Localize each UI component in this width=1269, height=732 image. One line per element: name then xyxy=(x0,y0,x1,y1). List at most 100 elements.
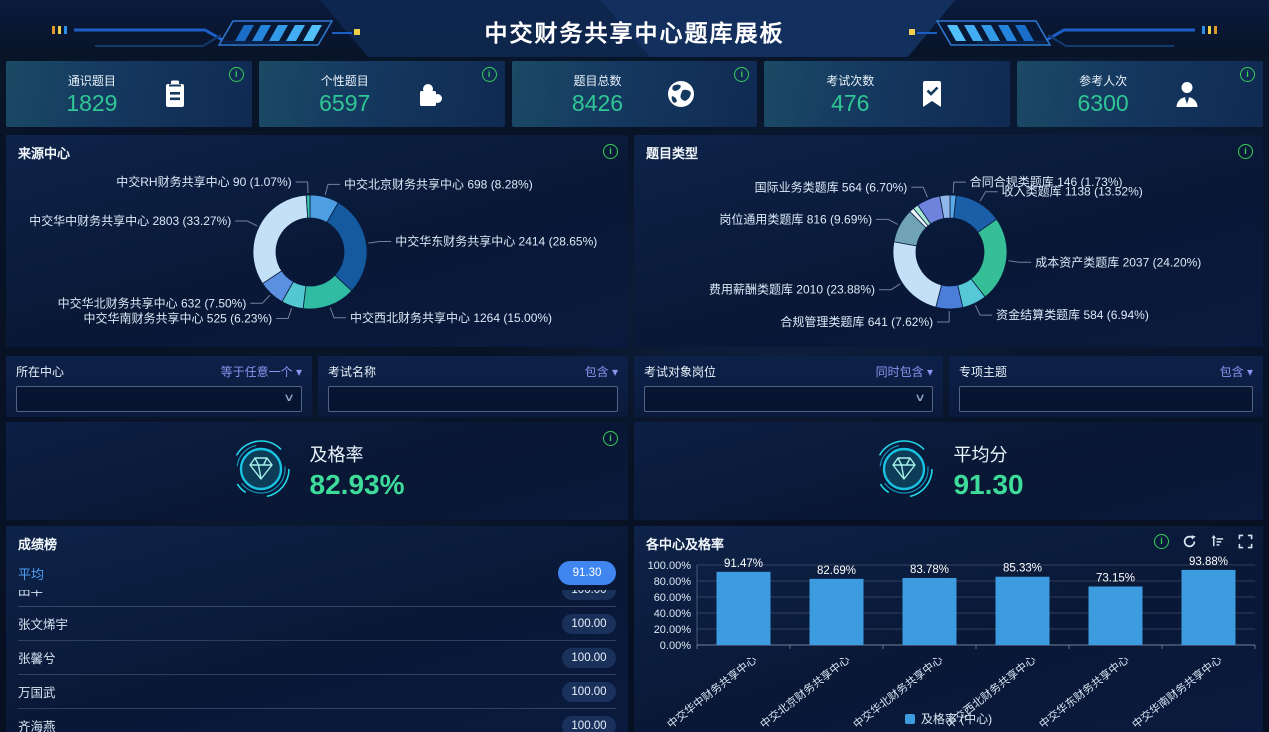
stat-label: 个性题目 xyxy=(320,73,369,88)
score-badge: 100.00 xyxy=(562,590,616,600)
center-select[interactable]: ∨ xyxy=(16,386,302,412)
stats-row: 通识题目 1829 i 个性题目 6597 i 题目总数 8426 xyxy=(6,61,1263,127)
puzzle-icon xyxy=(412,78,444,110)
panel-title: 来源中心 xyxy=(18,146,71,161)
legend-label: 及格率 (中心) xyxy=(920,712,993,726)
gauge-title: 及格率 xyxy=(309,445,364,465)
table-row: 齐海燕 100.00 xyxy=(18,709,616,732)
svg-text:资金结算类题库 584 (6.94%): 资金结算类题库 584 (6.94%) xyxy=(996,307,1149,322)
fullscreen-icon[interactable] xyxy=(1238,534,1253,549)
info-icon[interactable]: i xyxy=(481,67,497,82)
chevron-down-icon: ∨ xyxy=(282,392,296,404)
svg-text:中交华东财务共享中心 2414 (28.65%): 中交华东财务共享中心 2414 (28.65%) xyxy=(395,234,597,249)
svg-text:80.00%: 80.00% xyxy=(654,576,692,588)
average-score-panel: 平均分 91.30 xyxy=(634,422,1263,520)
stat-card-general-questions: 通识题目 1829 i xyxy=(6,61,252,127)
special-topic-input[interactable] xyxy=(960,387,1252,411)
stat-label: 通识题目 xyxy=(67,73,116,88)
svg-text:93.88%: 93.88% xyxy=(1189,556,1228,568)
svg-text:20.00%: 20.00% xyxy=(654,624,692,636)
svg-text:40.00%: 40.00% xyxy=(654,608,692,620)
svg-text:82.69%: 82.69% xyxy=(817,565,856,577)
panel-title: 题目类型 xyxy=(646,146,699,161)
svg-text:成本资产类题库 2037 (24.20%): 成本资产类题库 2037 (24.20%) xyxy=(1035,254,1201,269)
filter-special-topic: 专项主题 包含 ▾ xyxy=(949,356,1263,417)
table-row: 万国武 100.00 xyxy=(18,675,616,709)
stat-label: 考试次数 xyxy=(826,73,875,88)
filter-operator-dropdown[interactable]: 包含 ▾ xyxy=(584,365,618,379)
chart-legend: 及格率 (中心) xyxy=(634,710,1263,727)
stat-value: 6597 xyxy=(319,89,371,116)
filter-operator-dropdown[interactable]: 同时包含 ▾ xyxy=(875,365,933,379)
row-name: 张文烯宇 xyxy=(18,618,69,632)
row-name: 平均 xyxy=(18,566,45,582)
svg-text:中交RH财务共享中心 90 (1.07%): 中交RH财务共享中心 90 (1.07%) xyxy=(116,174,291,189)
info-icon[interactable]: i xyxy=(1240,67,1255,82)
score-badge: 100.00 xyxy=(562,647,616,668)
sort-icon[interactable] xyxy=(1210,534,1225,549)
table-row: 张文烯宇 100.00 xyxy=(18,607,616,641)
scrolling-row-clip: 田丰 100.00 xyxy=(18,590,616,607)
score-badge: 100.00 xyxy=(562,613,616,634)
bookmark-check-icon xyxy=(916,78,948,110)
svg-text:费用薪酬类题库 2010 (23.88%): 费用薪酬类题库 2010 (23.88%) xyxy=(709,282,875,297)
stat-card-exam-count: 考试次数 476 xyxy=(764,61,1011,127)
info-icon[interactable]: i xyxy=(603,431,618,446)
info-icon[interactable]: i xyxy=(228,67,244,82)
filter-operator-dropdown[interactable]: 等于任意一个 ▾ xyxy=(220,365,302,379)
stat-value: 476 xyxy=(831,89,870,116)
stat-label: 题目总数 xyxy=(573,73,622,88)
pass-rate-bar-chart: 100.00% 80.00% 60.00% 40.00% 20.00% 0.00% 91.4… xyxy=(648,556,1256,731)
svg-text:中交华南财务共享中心 525 (6.23%): 中交华南财务共享中心 525 (6.23%) xyxy=(83,311,272,326)
svg-text:中交华中财务共享中心 2803 (33.27%): 中交华中财务共享中心 2803 (33.27%) xyxy=(29,213,231,228)
svg-text:合规管理类题库 641 (7.62%): 合规管理类题库 641 (7.62%) xyxy=(780,314,933,329)
stat-value: 6300 xyxy=(1077,89,1129,116)
filter-label: 所在中心 xyxy=(16,365,65,379)
svg-text:中交华北财务共享中心 632 (7.50%): 中交华北财务共享中心 632 (7.50%) xyxy=(58,295,247,310)
pass-rate-panel: i 及格率 82.93% xyxy=(6,422,628,520)
table-row: 田丰 100.00 xyxy=(18,590,616,606)
svg-text:岗位通用类题库 816 (9.69%): 岗位通用类题库 816 (9.69%) xyxy=(719,211,872,226)
exam-name-input[interactable] xyxy=(329,387,617,411)
filter-label: 考试名称 xyxy=(328,365,377,379)
stat-label: 参考人次 xyxy=(1079,73,1128,88)
stat-card-participants: 参考人次 6300 i xyxy=(1017,61,1263,127)
target-post-select[interactable]: ∨ xyxy=(644,386,933,412)
svg-text:100.00%: 100.00% xyxy=(648,560,692,572)
svg-text:73.15%: 73.15% xyxy=(1096,572,1135,584)
row-name: 田丰 xyxy=(18,590,44,598)
svg-text:0.00%: 0.00% xyxy=(660,640,691,652)
source-center-panel: 来源中心 i 中交北京财务共享中心 698 (8.28%) 中交华东财务共享中心 … xyxy=(6,135,628,347)
svg-text:国际业务类题库 564 (6.70%): 国际业务类题库 564 (6.70%) xyxy=(755,179,908,194)
filter-target-post: 考试对象岗位 同时包含 ▾ ∨ xyxy=(634,356,943,417)
row-name: 齐海燕 xyxy=(18,720,56,732)
scoreboard-panel: 成绩榜 平均 91.30 田丰 100.00 张文烯宇 100.00 张馨兮 1… xyxy=(6,526,628,732)
globe-icon xyxy=(665,78,697,110)
score-badge: 100.00 xyxy=(562,681,616,702)
svg-text:中交北京财务共享中心 698 (8.28%): 中交北京财务共享中心 698 (8.28%) xyxy=(344,176,533,191)
score-badge: 91.30 xyxy=(558,561,616,585)
stat-value: 1829 xyxy=(66,89,118,116)
gauge-title: 平均分 xyxy=(953,445,1008,465)
filter-operator-dropdown[interactable]: 包含 ▾ xyxy=(1219,365,1253,379)
info-icon[interactable]: i xyxy=(734,67,750,82)
refresh-icon[interactable] xyxy=(1182,534,1197,549)
panel-title: 各中心及格率 xyxy=(646,537,725,552)
stat-value: 8426 xyxy=(571,89,624,116)
svg-text:60.00%: 60.00% xyxy=(654,592,692,604)
info-icon[interactable]: i xyxy=(1154,534,1169,549)
legend-swatch xyxy=(904,713,915,724)
score-list: 平均 91.30 田丰 100.00 张文烯宇 100.00 张馨兮 100.0… xyxy=(18,556,616,732)
clipboard-icon xyxy=(159,78,191,110)
filter-exam-name: 考试名称 包含 ▾ xyxy=(318,356,628,417)
svg-text:合同合规类题库 146 (1.73%): 合同合规类题库 146 (1.73%) xyxy=(970,174,1123,189)
gauge-value: 91.30 xyxy=(953,469,1024,500)
stat-card-personal-questions: 个性题目 6597 i xyxy=(258,61,505,127)
info-icon[interactable]: i xyxy=(1238,144,1253,159)
svg-text:91.47%: 91.47% xyxy=(724,558,763,570)
info-icon[interactable]: i xyxy=(603,144,618,159)
panel-title: 成绩榜 xyxy=(18,537,58,552)
filter-label: 考试对象岗位 xyxy=(644,365,717,379)
svg-text:中交西北财务共享中心 1264 (15.00%): 中交西北财务共享中心 1264 (15.00%) xyxy=(350,310,552,325)
